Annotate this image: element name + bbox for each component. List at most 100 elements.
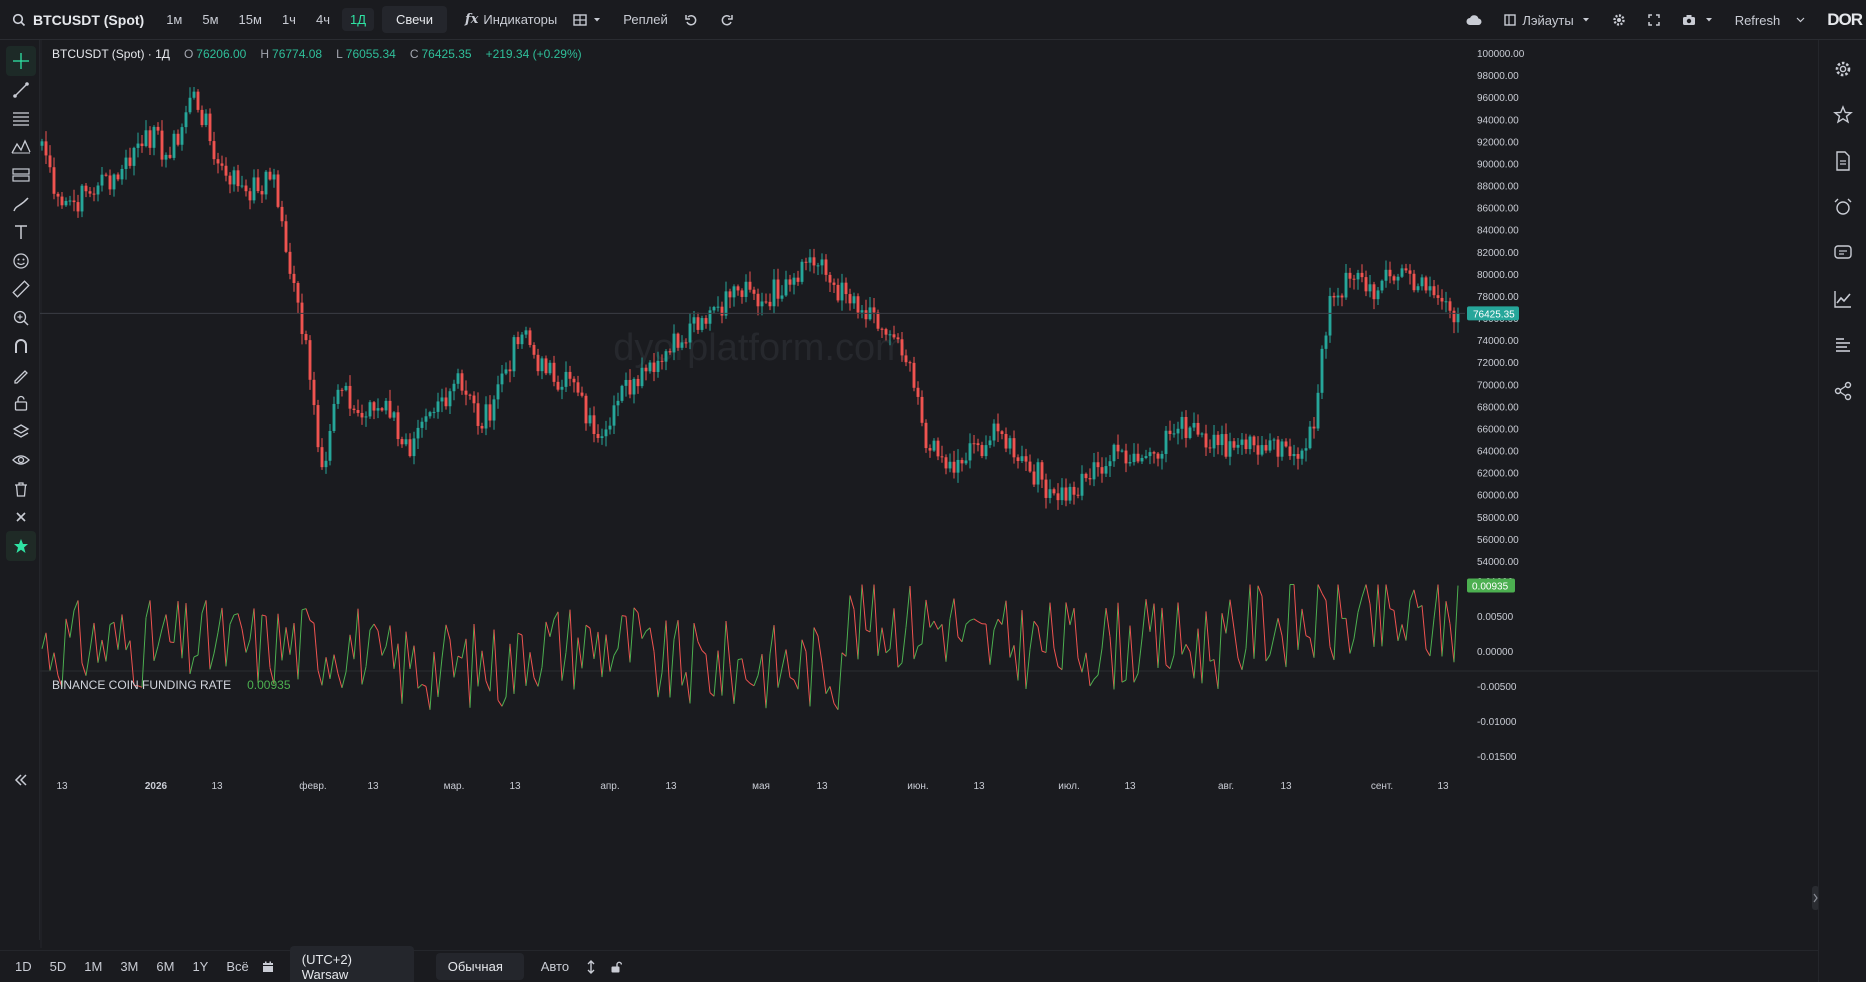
magnet-tool[interactable] [6, 331, 36, 361]
range-4[interactable]: 6M [156, 959, 175, 974]
visibility-tool[interactable] [6, 445, 36, 475]
indicator-segment [965, 620, 971, 625]
range-6[interactable]: Всё [226, 959, 249, 974]
unlock-icon[interactable] [610, 961, 623, 973]
layouts-button[interactable]: Лэйауты [1504, 13, 1595, 28]
layout-grid-button[interactable] [573, 13, 607, 26]
chart-settings-button[interactable] [1831, 57, 1855, 81]
pattern-tool[interactable] [6, 132, 36, 162]
candle-body [1384, 269, 1388, 281]
indicator-segment [1145, 599, 1151, 632]
indicator-segment [737, 658, 743, 661]
layers-tool[interactable] [6, 417, 36, 447]
zoom-tool[interactable] [6, 303, 36, 333]
indicator-segment [913, 646, 919, 660]
crosshair-tool[interactable] [6, 46, 36, 76]
time-label: авг. [1218, 781, 1234, 792]
range-0[interactable]: 1D [15, 959, 32, 974]
indicator-segment [805, 651, 811, 707]
candle-body [432, 411, 436, 413]
data-window-button[interactable] [1831, 287, 1855, 311]
indicator-name[interactable]: BINANCE COIN FUNDING RATE [52, 678, 232, 692]
delete-tool[interactable] [6, 474, 36, 504]
trendline-tool[interactable] [6, 75, 36, 105]
timeframe-5[interactable]: 1Д [341, 8, 375, 31]
indicator-axis[interactable]: 0.010000.005000.00000-0.00500-0.01000-0.… [1467, 577, 1517, 763]
auto-scale-toggle[interactable]: Авто [540, 959, 570, 974]
price-axis[interactable]: 100000.00 98000.00 96000.00 94000.00 92000.0… [1467, 49, 1525, 568]
price-label: 84000.00 [1477, 226, 1519, 237]
calendar-icon[interactable] [262, 961, 274, 973]
timezone-selector[interactable]: (UTC+2) Warsaw [289, 945, 414, 982]
candle-body [1024, 456, 1028, 462]
candle-body [1172, 433, 1176, 435]
range-5[interactable]: 1Y [192, 959, 209, 974]
vertical-arrows-icon[interactable] [586, 959, 596, 974]
indicator-segment [1365, 584, 1371, 604]
notes-button[interactable] [1831, 149, 1855, 173]
news-button[interactable] [1831, 241, 1855, 265]
brush-tool[interactable] [6, 189, 36, 219]
undo-button[interactable] [684, 13, 704, 27]
ruler-tool[interactable] [6, 274, 36, 304]
timeframe-1[interactable]: 5м [202, 12, 219, 27]
range-1[interactable]: 5D [49, 959, 67, 974]
timeframe-0[interactable]: 1м [166, 12, 183, 27]
indicator-segment [481, 650, 487, 682]
candle-body [1032, 471, 1036, 485]
alerts-button[interactable] [1831, 195, 1855, 219]
candle-body [580, 392, 584, 396]
scale-mode-selector[interactable]: Обычная [435, 953, 524, 980]
timeframe-4[interactable]: 4ч [315, 12, 330, 27]
indicator-segment [65, 618, 71, 638]
favorites-tool[interactable] [6, 531, 36, 561]
order-book-button[interactable] [1831, 333, 1855, 357]
indicators-button[interactable]: fx Индикаторы [465, 12, 557, 27]
scroll-handle[interactable] [1812, 886, 1818, 910]
candle-body [444, 397, 448, 407]
refresh-menu-button[interactable] [1796, 17, 1811, 23]
indicator-segment [313, 623, 319, 671]
screenshot-button[interactable] [1682, 14, 1719, 26]
fullscreen-button[interactable] [1647, 14, 1666, 26]
lock-tool[interactable] [6, 388, 36, 418]
chart-area[interactable]: dyorplatform.com 100000.0098000.0096000.… [40, 40, 1818, 950]
refresh-label: Refresh [1734, 12, 1781, 28]
indicator-segment [1201, 611, 1207, 684]
cloud-save-button[interactable] [1466, 14, 1488, 26]
settings-button[interactable] [1612, 13, 1632, 27]
close-tool[interactable] [6, 502, 36, 532]
candle-body [1336, 295, 1340, 298]
emoji-tool[interactable] [6, 246, 36, 276]
indicator-segment [405, 631, 411, 670]
timeframe-2[interactable]: 15м [238, 12, 262, 27]
range-3[interactable]: 3M [120, 959, 139, 974]
chart-style-button[interactable]: Свечи [382, 6, 448, 33]
legend-title[interactable]: BTCUSDT (Spot) · 1Д [52, 47, 170, 61]
refresh-button[interactable]: Refresh [1735, 13, 1781, 28]
range-2[interactable]: 1M [84, 959, 103, 974]
symbol-search[interactable]: BTCUSDT (Spot) [0, 0, 156, 40]
watchlist-button[interactable] [1831, 103, 1855, 127]
fib-tool[interactable] [6, 103, 36, 133]
forecast-tool[interactable] [6, 160, 36, 190]
indicator-segment [1273, 618, 1279, 637]
candle-body [804, 261, 808, 263]
text-tool[interactable] [6, 217, 36, 247]
undo-icon [684, 14, 697, 25]
draw-mode-tool[interactable] [6, 360, 36, 390]
redo-button[interactable] [720, 13, 740, 27]
replay-button[interactable]: Реплей [623, 12, 667, 27]
time-axis[interactable]: 13 2026 13 февр. 13 мар. 13 апр. 13 мая 13 июн. 13 ию… [56, 780, 1449, 792]
candle-body [212, 141, 216, 160]
pattern-icon [11, 139, 31, 154]
candle-body [1088, 478, 1092, 480]
indicator-segment [1233, 628, 1239, 659]
collapse-toolbar-button[interactable] [6, 765, 36, 795]
candle-body [1156, 453, 1160, 459]
indicator-segment [1293, 584, 1299, 650]
indicator-segment [137, 685, 143, 688]
indicator-segment [681, 671, 687, 686]
share-button[interactable] [1831, 379, 1855, 403]
timeframe-3[interactable]: 1ч [281, 12, 296, 27]
